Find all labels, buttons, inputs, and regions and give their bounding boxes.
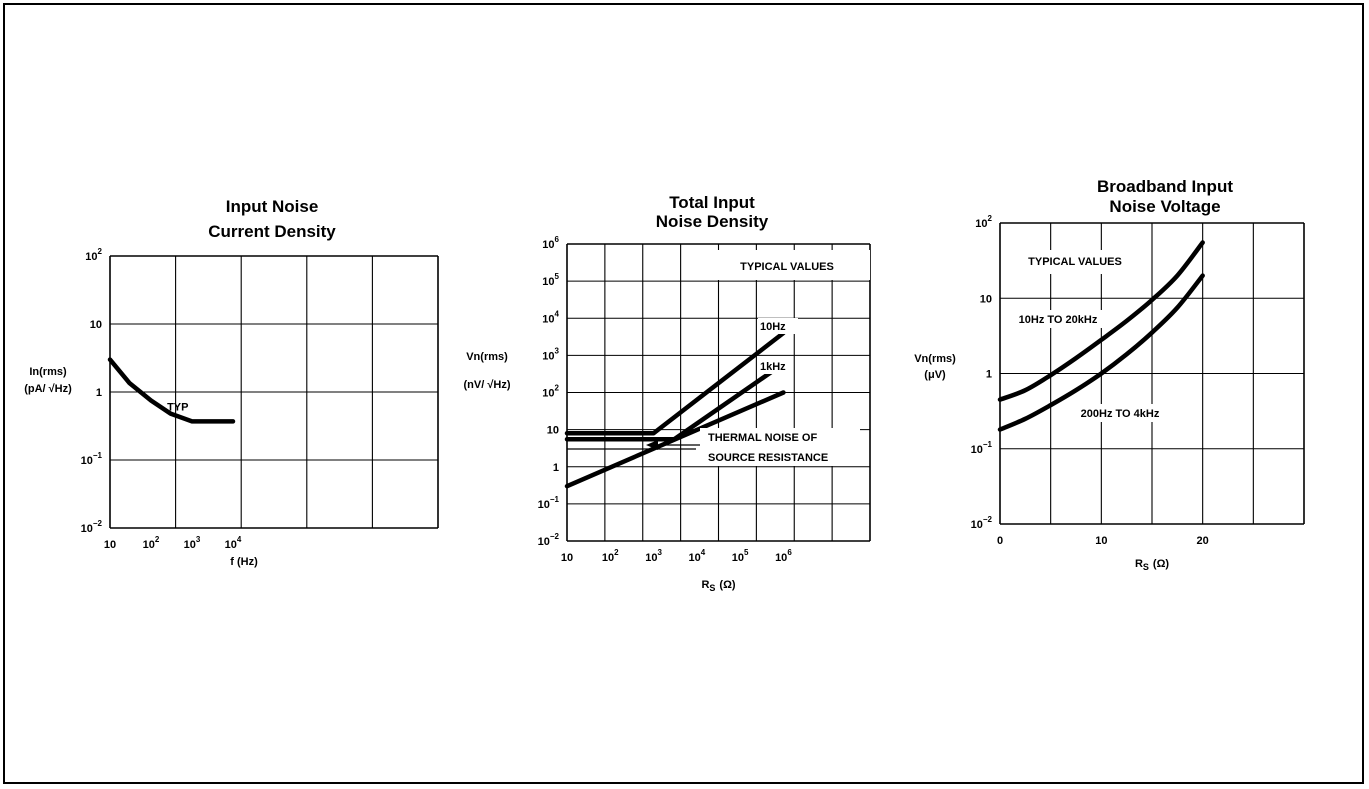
y-tick-label: 10−2 [971,515,993,531]
annotation-10hz: 10Hz [760,321,786,333]
y-axis-label-line: Vn(rms) [466,351,508,363]
x-axis-label: RS (Ω) [701,579,735,593]
x-tick-label: 103 [184,535,201,551]
x-tick-label: 10 [104,539,116,551]
y-axis-label-line: In(rms) [29,366,67,378]
typical-values-box [1015,250,1140,274]
y-tick-label: 10 [547,425,559,437]
chart-title-line: Broadband Input [1097,177,1233,196]
label-bg [758,318,798,334]
annotation-1khz: 1kHz [760,361,786,373]
chart-title-line: Current Density [208,222,336,241]
y-tick-label: 10 [90,319,102,331]
y-tick-label: 103 [542,346,559,362]
y-tick-label: 102 [542,384,559,400]
y-tick-label: 106 [542,235,559,251]
annotation-10hz-20khz: 10Hz TO 20kHz [1019,314,1098,326]
y-tick-label: 10−1 [81,451,103,467]
y-tick-label: 105 [542,272,559,288]
annotation-typ: TYP [167,401,188,413]
x-axis-label: RS (Ω) [1135,558,1169,572]
typical-values-box [700,250,870,280]
series-line-1 [997,240,1205,402]
y-tick-label: 1 [96,387,102,399]
y-tick-label: 10−1 [538,495,560,511]
y-tick-label: 1 [986,369,992,381]
pointer-arrowhead [646,440,658,450]
annotation-thermal-2: SOURCE RESISTANCE [708,452,828,464]
x-tick-label: 102 [143,535,160,551]
series-line-2 [997,273,1205,432]
y-tick-label: 102 [975,214,992,230]
y-tick-label: 10−2 [538,532,560,548]
chart-title-line: Total Input [669,193,755,212]
chart-title-line: Input Noise [226,197,319,216]
x-tick-label: 10 [1095,535,1107,547]
series-line-1 [564,330,786,436]
label-bg [758,358,792,374]
x-tick-label: 20 [1197,535,1209,547]
annotation-typical-values: TYPICAL VALUES [740,261,834,273]
x-tick-label: 0 [997,535,1003,547]
page-frame [3,3,1364,784]
series-line-3 [564,390,786,489]
x-tick-label: 102 [602,548,619,564]
x-tick-label: 103 [645,548,662,564]
label-bg [700,428,860,466]
x-tick-label: 10 [561,552,573,564]
y-tick-label: 10−1 [971,440,993,456]
y-axis-label-line: Vn(rms) [914,353,956,365]
x-tick-label: 104 [689,548,706,564]
grid [566,243,871,542]
annotation-200hz-4khz: 200Hz TO 4kHz [1081,408,1160,420]
annotation-thermal-1: THERMAL NOISE OF [708,432,817,444]
x-tick-label: 105 [732,548,749,564]
y-axis-label-line: (μV) [924,369,946,381]
y-tick-label: 102 [85,247,102,263]
y-axis-label-line: (nV/ √Hz) [464,379,511,391]
x-tick-label: 104 [225,535,242,551]
annotation-typical-values: TYPICAL VALUES [1028,256,1122,268]
grid [109,255,439,529]
series-line-2 [564,361,786,442]
chart-title-line: Noise Density [656,212,769,231]
series-line-1 [107,357,236,424]
y-tick-label: 10−2 [81,519,103,535]
chart-1: Input Noise Current Density 10 102 103 104 102… [24,197,439,568]
label-bg [1010,310,1110,328]
y-tick-label: 104 [542,309,559,325]
label-bg [1068,404,1174,422]
x-tick-label: 106 [775,548,792,564]
y-tick-label: 1 [553,462,559,474]
y-axis-label-line: (pA/ √Hz) [24,383,72,395]
x-axis-label: f (Hz) [230,556,258,568]
y-tick-label: 10 [980,293,992,305]
chart-title-line: Noise Voltage [1109,197,1220,216]
